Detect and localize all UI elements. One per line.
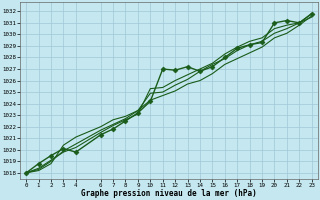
X-axis label: Graphe pression niveau de la mer (hPa): Graphe pression niveau de la mer (hPa) [81,189,257,198]
